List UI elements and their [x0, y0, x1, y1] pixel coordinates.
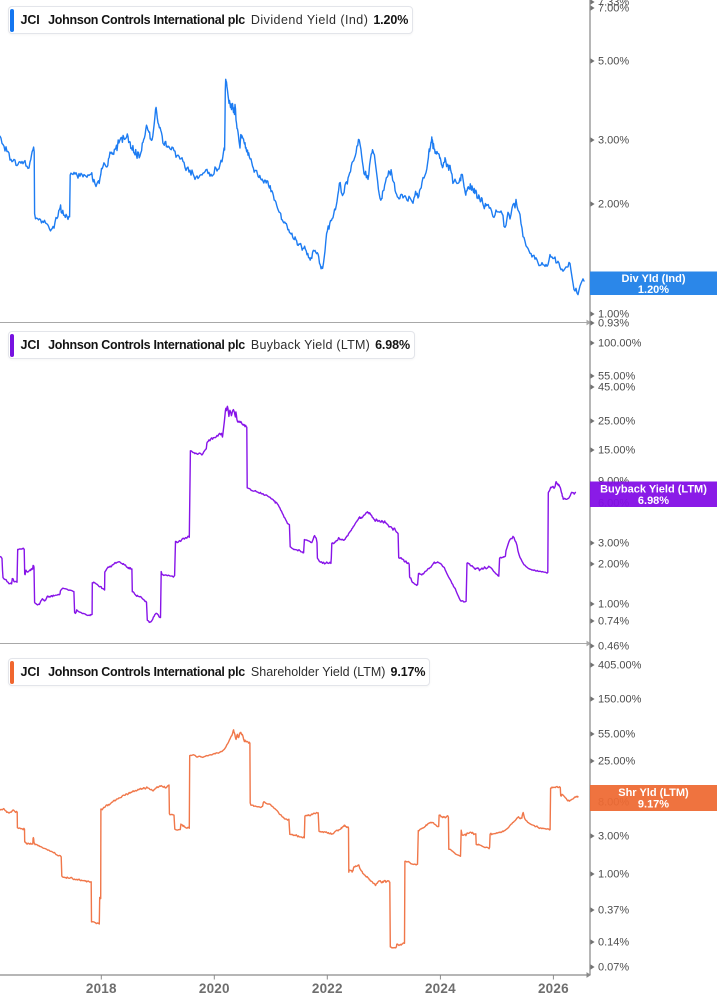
svg-text:6.98%: 6.98%: [638, 495, 669, 507]
svg-text:Buyback Yield (LTM): Buyback Yield (LTM): [600, 484, 707, 496]
svg-text:45.00%: 45.00%: [598, 382, 636, 394]
svg-text:25.00%: 25.00%: [598, 756, 636, 768]
svg-text:405.00%: 405.00%: [598, 660, 642, 672]
svg-text:1.00%: 1.00%: [598, 869, 629, 881]
svg-text:150.00%: 150.00%: [598, 694, 642, 706]
svg-text:5.00%: 5.00%: [598, 56, 629, 68]
svg-text:2026: 2026: [538, 981, 569, 996]
svg-text:7.00%: 7.00%: [598, 3, 629, 15]
svg-text:0.14%: 0.14%: [598, 937, 629, 949]
svg-text:0.93%: 0.93%: [598, 318, 629, 330]
svg-text:15.00%: 15.00%: [598, 445, 636, 457]
svg-text:2020: 2020: [199, 981, 230, 996]
svg-text:55.00%: 55.00%: [598, 729, 636, 741]
svg-text:100.00%: 100.00%: [598, 338, 642, 350]
svg-text:2022: 2022: [312, 981, 343, 996]
svg-text:2.00%: 2.00%: [598, 559, 629, 571]
svg-text:1.00%: 1.00%: [598, 309, 629, 321]
svg-text:2018: 2018: [86, 981, 117, 996]
svg-text:0.46%: 0.46%: [598, 641, 629, 653]
svg-text:3.00%: 3.00%: [598, 831, 629, 843]
svg-text:1.00%: 1.00%: [598, 599, 629, 611]
svg-text:0.07%: 0.07%: [598, 962, 629, 974]
svg-text:2.00%: 2.00%: [598, 199, 629, 211]
svg-text:1.20%: 1.20%: [638, 284, 669, 296]
svg-text:3.00%: 3.00%: [598, 538, 629, 550]
svg-text:0.74%: 0.74%: [598, 616, 629, 628]
svg-text:3.00%: 3.00%: [598, 135, 629, 147]
svg-text:7.33%: 7.33%: [598, 0, 629, 9]
svg-text:0.37%: 0.37%: [598, 905, 629, 917]
svg-text:2024: 2024: [425, 981, 456, 996]
svg-text:55.00%: 55.00%: [598, 371, 636, 383]
svg-text:Div Yld (Ind): Div Yld (Ind): [622, 273, 686, 285]
svg-text:25.00%: 25.00%: [598, 416, 636, 428]
svg-text:Shr Yld (LTM): Shr Yld (LTM): [618, 787, 689, 799]
svg-text:9.17%: 9.17%: [638, 799, 669, 811]
